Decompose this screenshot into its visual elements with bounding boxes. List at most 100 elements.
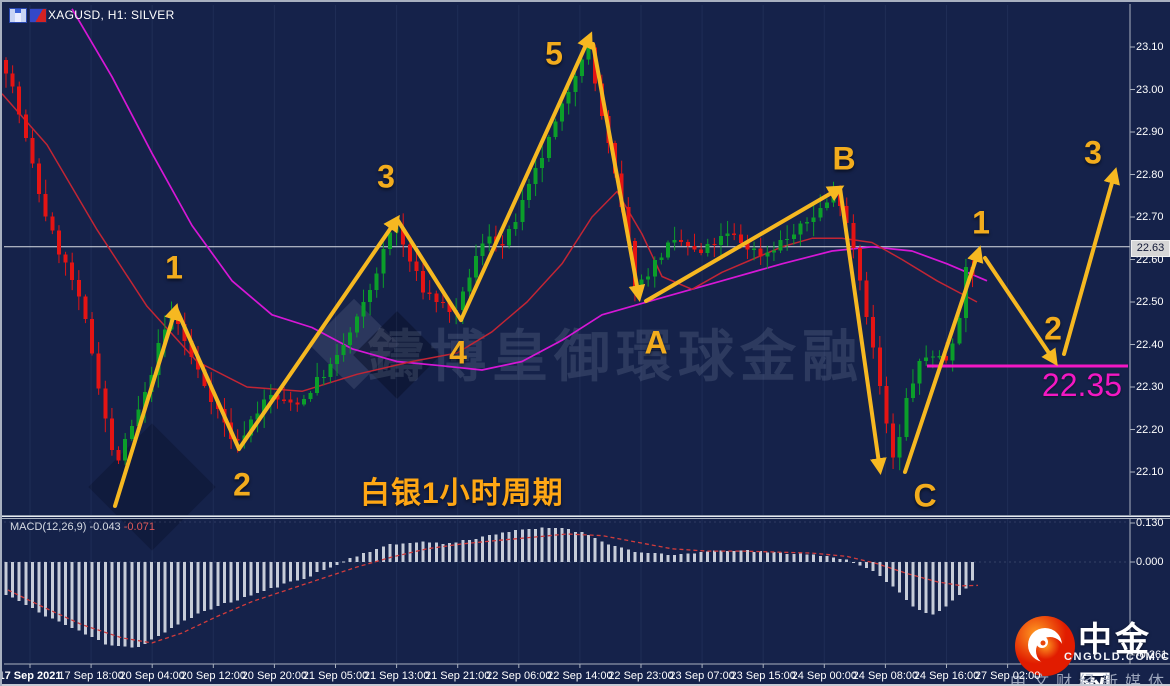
- macd-histogram-bar: [692, 553, 696, 562]
- macd-signal-line: [7, 533, 979, 644]
- macd-histogram-bar: [732, 550, 736, 562]
- candlestick: [871, 317, 876, 348]
- macd-histogram-bar: [534, 528, 538, 562]
- candlestick: [23, 114, 28, 138]
- candlestick: [255, 413, 260, 420]
- macd-histogram-bar: [262, 562, 266, 591]
- macd-histogram-bar: [884, 562, 888, 583]
- macd-histogram-bar: [117, 562, 121, 647]
- candlestick: [646, 276, 651, 280]
- wave-label-1: 1: [972, 204, 990, 241]
- macd-histogram-bar: [825, 555, 829, 562]
- candlestick: [659, 257, 664, 261]
- macd-histogram-bar: [348, 558, 352, 562]
- candlestick: [745, 242, 750, 250]
- candlestick: [791, 234, 796, 239]
- current-price-tag: 22.63: [1131, 240, 1170, 257]
- candlestick: [361, 301, 366, 317]
- macd-histogram-bar: [944, 562, 948, 607]
- macd-histogram-bar: [97, 562, 101, 641]
- macd-histogram-bar: [454, 542, 458, 562]
- candlestick: [474, 255, 479, 278]
- candlestick: [507, 229, 512, 246]
- candlestick: [368, 289, 373, 302]
- macd-histogram-bar: [474, 538, 478, 562]
- logo-cn-text: 中金网: [1078, 621, 1152, 686]
- time-axis-label: 22 Sep 06:00: [486, 670, 552, 682]
- candlestick: [685, 242, 690, 247]
- candlestick: [824, 202, 829, 209]
- macd-histogram-bar: [395, 544, 399, 562]
- candlestick: [63, 254, 68, 263]
- candlestick: [50, 216, 55, 231]
- candlestick: [752, 248, 757, 250]
- macd-histogram-bar: [851, 561, 855, 563]
- macd-histogram-bar: [123, 562, 127, 647]
- candlestick: [301, 398, 306, 405]
- macd-histogram-bar: [203, 562, 207, 612]
- macd-histogram-bar: [593, 537, 597, 562]
- elliott-wave-line: [174, 306, 241, 451]
- time-axis-label: 21 Sep 21:00: [424, 670, 491, 682]
- ma-fast-line: [2, 93, 978, 393]
- candlestick: [910, 383, 915, 398]
- macd-histogram-bar: [553, 527, 557, 562]
- time-axis-label: 21 Sep 05:00: [302, 670, 369, 682]
- macd-histogram-bar: [434, 542, 438, 562]
- candlestick: [195, 357, 200, 370]
- candlestick: [851, 222, 856, 248]
- candlestick: [937, 356, 942, 358]
- time-axis-label: 22 Sep 14:00: [547, 670, 613, 682]
- elliott-wave-line: [903, 245, 984, 474]
- candlestick: [414, 261, 419, 271]
- candlestick: [526, 184, 531, 201]
- wave-label-A: A: [644, 324, 668, 361]
- macd-histogram-bar: [600, 541, 604, 562]
- candlestick: [407, 244, 412, 262]
- candlestick: [738, 234, 743, 243]
- macd-histogram-bar: [196, 562, 200, 614]
- candlestick: [778, 240, 783, 251]
- pane-separator[interactable]: [2, 515, 1170, 519]
- elliott-wave-line: [983, 256, 1058, 367]
- wave-label-2: 2: [1044, 310, 1062, 347]
- candlestick: [76, 279, 81, 297]
- price-axis-label: 22.80: [1136, 168, 1164, 181]
- candlestick: [679, 240, 684, 243]
- macd-histogram-bar: [163, 562, 167, 633]
- time-axis-label: 23 Sep 07:00: [669, 670, 735, 682]
- macd-histogram-bar: [951, 562, 955, 601]
- macd-histogram-bar: [606, 544, 610, 562]
- candlestick: [189, 341, 194, 358]
- macd-histogram-bar: [679, 554, 683, 562]
- elliott-wave-line: [237, 214, 400, 451]
- macd-histogram-bar: [845, 559, 849, 562]
- macd-histogram-bar: [792, 553, 796, 562]
- macd-histogram-bar: [249, 562, 253, 596]
- candlestick: [421, 270, 426, 293]
- macd-histogram-bar: [110, 562, 114, 646]
- candlestick: [904, 397, 909, 438]
- elliott-wave-line: [591, 42, 646, 302]
- macd-histogram-bar: [646, 553, 650, 562]
- wave-label-4: 4: [449, 334, 467, 371]
- macd-histogram-bar: [613, 545, 617, 562]
- candlestick: [560, 103, 565, 122]
- macd-histogram-bar: [858, 562, 862, 566]
- candlestick: [374, 273, 379, 290]
- macd-histogram-bar: [355, 556, 359, 562]
- candlestick: [785, 238, 790, 241]
- macd-histogram-bar: [765, 552, 769, 562]
- wave-label-3: 3: [377, 158, 395, 195]
- macd-pane[interactable]: [4, 519, 1128, 664]
- time-axis-label: 17 Sep 18:00: [58, 670, 124, 682]
- macd-axis-label: -0.261: [1136, 649, 1168, 661]
- candlestick: [43, 193, 48, 217]
- macd-histogram-bar: [911, 562, 915, 607]
- macd-histogram-bar: [414, 542, 418, 562]
- macd-histogram-bar: [686, 553, 690, 562]
- candlestick: [533, 168, 538, 185]
- macd-histogram-bar: [322, 562, 326, 571]
- macd-histogram-bar: [11, 562, 15, 598]
- candlestick: [857, 247, 862, 281]
